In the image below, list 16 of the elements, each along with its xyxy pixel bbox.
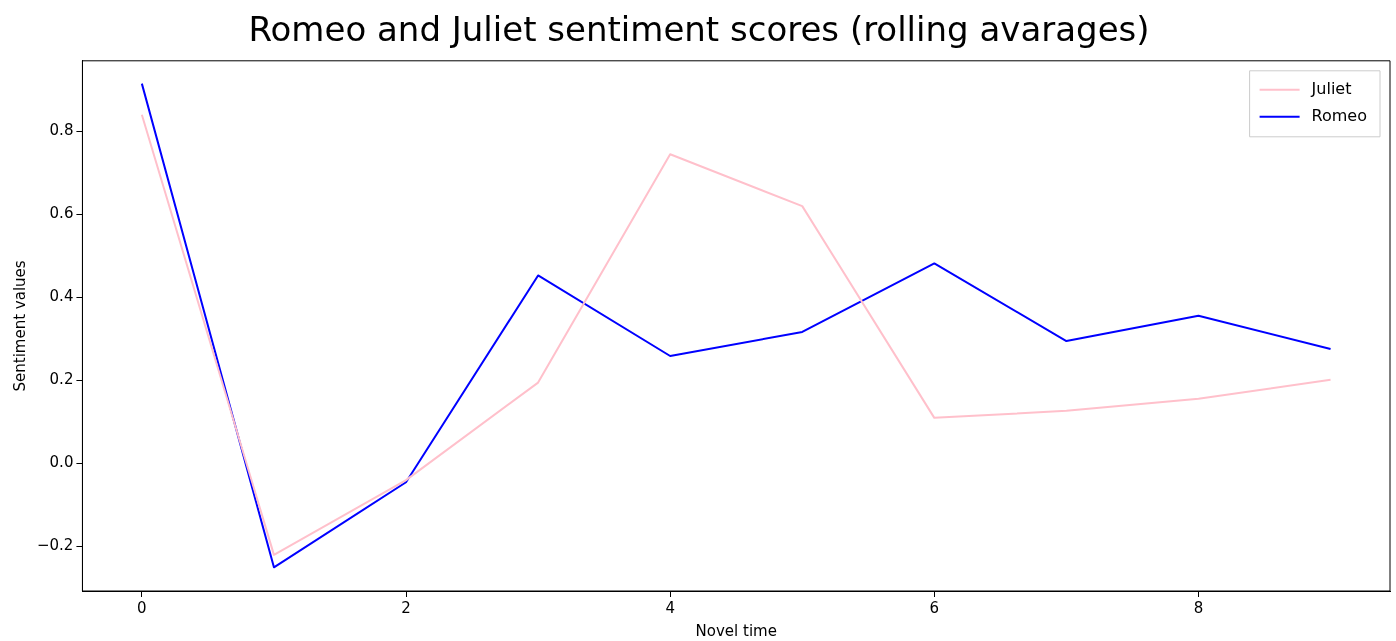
y-tick-label: 0.0 (49, 453, 74, 472)
y-tick-label: −0.2 (36, 536, 74, 555)
chart-title: Romeo and Juliet sentiment scores (rolling avarages) (248, 9, 1150, 50)
x-tick-label: 4 (665, 598, 675, 617)
x-axis-title: Novel time (695, 621, 777, 640)
legend-label: Romeo (1311, 105, 1367, 125)
x-tick-label: 2 (401, 598, 411, 617)
y-tick-label: 0.6 (49, 204, 74, 223)
x-tick-label: 6 (929, 598, 940, 617)
x-tick-label: 0 (137, 598, 147, 617)
y-tick-label: 0.2 (49, 370, 74, 389)
y-tick-label: 0.8 (49, 121, 74, 140)
legend-label: Juliet (1310, 78, 1352, 98)
y-tick-label: 0.4 (49, 287, 74, 306)
y-axis-title: Sentiment values (10, 260, 29, 392)
x-tick-label: 8 (1193, 598, 1204, 617)
